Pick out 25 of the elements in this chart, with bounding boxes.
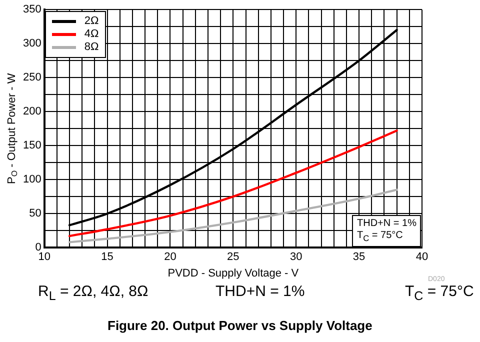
text: THD+N = 1% — [216, 283, 305, 300]
x-axis-title: PVDD - Supply Voltage - V — [168, 267, 300, 280]
x-tick-label: 25 — [227, 251, 240, 264]
text: R$_{L}$ = 2Ω, 4Ω, 8Ω — [38, 283, 148, 303]
y-tick-label: 100 — [22, 174, 42, 186]
x-tick-label: 35 — [352, 251, 366, 264]
y-tick-label: 150 — [22, 140, 42, 152]
y-tick-label: 350 — [22, 4, 42, 16]
x-tick-label: 20 — [164, 251, 176, 264]
legend-label: 4Ω — [84, 28, 99, 40]
text: T$_{C}$ = 75°C — [405, 283, 474, 303]
y-tick-label: 250 — [22, 72, 42, 84]
y-axis-title: PO - Output Power - W — [6, 72, 20, 184]
y-tick-label: 200 — [22, 106, 42, 118]
legend-label: 2Ω — [84, 15, 99, 28]
y-tick-label: 300 — [22, 38, 42, 50]
legend-label: 8Ω — [84, 41, 99, 54]
text: Figure 20. Output Power vs Supply Voltage — [108, 318, 372, 333]
x-tick-label: 15 — [101, 251, 114, 264]
annotation: THD+N = 1% T$_{C}$ = 75°C — [352, 214, 422, 247]
x-tick-label: 10 — [38, 251, 50, 264]
y-tick-label: 0 — [35, 242, 42, 254]
x-tick-label: 40 — [416, 251, 428, 264]
x-tick-label: 30 — [290, 251, 302, 264]
y-tick-label: 50 — [29, 208, 42, 220]
